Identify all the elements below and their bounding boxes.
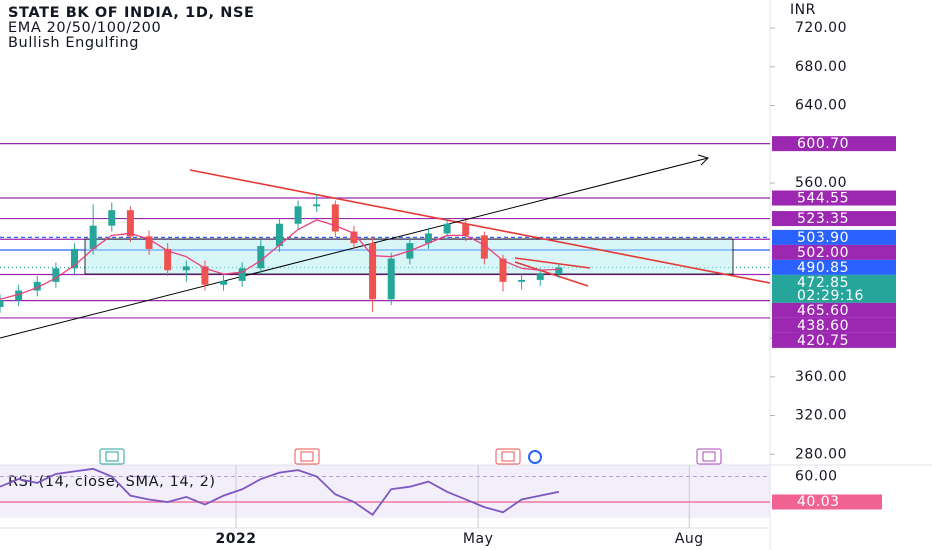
marker-icon xyxy=(300,451,314,462)
price-label: 502.00 xyxy=(797,245,849,261)
candle-body xyxy=(313,204,321,207)
price-label-box xyxy=(772,229,896,245)
y-tick-label: 360.00 xyxy=(795,369,847,385)
price-label-box xyxy=(772,211,896,227)
rsi-line xyxy=(0,467,560,517)
rsi-last-box xyxy=(772,494,882,510)
price-label: 503.90 xyxy=(797,230,849,246)
ema-line xyxy=(0,219,559,300)
candle-body xyxy=(0,300,4,308)
price-label: 465.60 xyxy=(797,303,849,319)
price-label: 544.55 xyxy=(797,191,849,207)
price-label: 420.75 xyxy=(797,333,849,349)
candle-body xyxy=(443,223,451,234)
price-label-box xyxy=(772,244,896,260)
candle-body xyxy=(331,204,339,232)
candle-body xyxy=(462,223,470,236)
price-label-box xyxy=(772,136,896,152)
x-tick-label: Aug xyxy=(675,531,704,547)
rsi-last-label: 40.03 xyxy=(797,494,840,510)
countdown: 02:29:16 xyxy=(797,288,864,304)
trend-line xyxy=(514,257,591,269)
candle-body xyxy=(238,268,246,281)
candle-body xyxy=(275,223,283,247)
candle-body xyxy=(71,248,79,269)
candle-body xyxy=(182,266,190,271)
candle-body xyxy=(387,258,395,300)
candle-body xyxy=(499,258,507,282)
price-label: 523.35 xyxy=(797,211,849,227)
candle-body xyxy=(480,235,488,259)
price-label-box xyxy=(772,190,896,206)
earnings-marker[interactable] xyxy=(696,448,722,465)
candle-body xyxy=(350,231,358,244)
candle-body xyxy=(369,243,377,300)
price-label: 438.60 xyxy=(797,318,849,334)
rsi-tick-label: 60.00 xyxy=(795,468,838,484)
currency-label: INR xyxy=(790,2,816,18)
pattern-label: Bullish Engulfing xyxy=(8,35,139,51)
candle-body xyxy=(108,210,116,226)
candle-body xyxy=(220,280,228,285)
candle-body xyxy=(555,267,563,275)
price-label: 472.85 xyxy=(797,275,849,291)
candle-body xyxy=(201,266,209,285)
chart-title: STATE BK OF INDIA, 1D, NSE xyxy=(8,5,255,21)
marker-icon xyxy=(105,451,119,462)
candle-body xyxy=(126,210,134,237)
trend-line xyxy=(514,261,589,287)
arrow-head xyxy=(697,154,709,166)
marker-icon xyxy=(702,451,716,462)
candle-body xyxy=(257,246,265,269)
trend-line xyxy=(189,169,771,284)
earnings-markers xyxy=(99,448,722,465)
candle-body xyxy=(164,248,172,271)
candle-body xyxy=(536,274,544,280)
x-tick-label: May xyxy=(463,531,493,547)
price-label-box xyxy=(772,332,896,348)
x-tick-label: 2022 xyxy=(215,531,256,547)
earnings-marker[interactable] xyxy=(99,448,125,465)
y-tick-label: 680.00 xyxy=(795,59,847,75)
price-label: 600.70 xyxy=(797,136,849,152)
candle-body xyxy=(89,225,97,249)
candle-body xyxy=(294,206,302,224)
candle-body xyxy=(518,279,526,282)
candle-body xyxy=(15,290,23,301)
y-tick-label: 560.00 xyxy=(795,175,847,191)
price-label: 490.85 xyxy=(797,260,849,276)
y-tick-label: 280.00 xyxy=(795,446,847,462)
earnings-marker[interactable] xyxy=(495,448,521,465)
candle-body xyxy=(52,268,60,282)
price-label-box xyxy=(772,259,896,275)
candle-body xyxy=(424,233,432,244)
y-tick-label: 320.00 xyxy=(795,408,847,424)
y-tick-label: 640.00 xyxy=(795,98,847,114)
indicator-label: EMA 20/50/100/200 xyxy=(8,20,161,36)
earnings-marker[interactable] xyxy=(294,448,320,465)
rsi-band xyxy=(0,465,770,518)
dividend-marker[interactable] xyxy=(528,450,542,464)
marker-icon xyxy=(501,451,515,462)
price-label-box xyxy=(772,274,896,303)
candle-body xyxy=(145,236,153,249)
price-label-box xyxy=(772,302,896,318)
price-label-box xyxy=(772,317,896,333)
y-tick-label: 720.00 xyxy=(795,20,847,36)
rsi-title: RSI (14, close, SMA, 14, 2) xyxy=(8,474,216,490)
candle-body xyxy=(33,281,41,291)
